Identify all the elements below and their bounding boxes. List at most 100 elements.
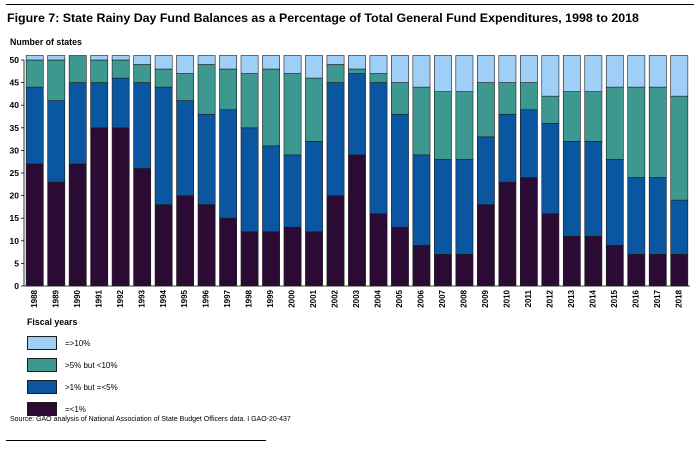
bar-segment	[648, 254, 667, 287]
x-tick-label: 1995	[180, 289, 189, 307]
bar-segment	[648, 86, 667, 178]
bar-segment	[283, 154, 302, 228]
bar-segment	[305, 141, 323, 233]
x-tick-label: 1994	[159, 289, 168, 307]
bar-segment	[562, 55, 581, 92]
bar-segment	[670, 55, 689, 97]
y-tick-label: 40	[10, 100, 20, 110]
bar-segment	[412, 86, 431, 156]
bar-segment	[68, 163, 87, 287]
x-tick-label: 1999	[266, 289, 275, 307]
bar-segment	[498, 181, 517, 287]
bar-segment	[627, 177, 646, 255]
y-tick-label: 20	[10, 191, 20, 201]
x-tick-label: 1988	[30, 289, 39, 307]
x-tick-label: 2018	[674, 289, 683, 307]
bar-segment	[176, 73, 195, 101]
bar-segment	[305, 231, 323, 287]
bar-segment	[670, 95, 689, 201]
bar-segment	[25, 86, 44, 165]
bar-segment	[627, 86, 646, 178]
bar-segment	[90, 127, 109, 287]
x-tick-label: 2001	[309, 289, 318, 307]
bar-segment	[627, 254, 646, 287]
x-tick-label: 1991	[94, 289, 103, 307]
bar-segment	[391, 55, 409, 83]
legend-item-under-1: =<1%	[27, 402, 118, 416]
bar-segment	[326, 195, 345, 287]
bar-segment	[455, 91, 474, 160]
bar-segment	[562, 141, 581, 237]
bar-segment	[47, 59, 66, 101]
bar-segment	[498, 82, 517, 115]
legend-label: >1% but =<5%	[65, 382, 118, 392]
bar-segment	[154, 55, 173, 70]
y-tick-label: 35	[10, 123, 20, 133]
bar-segment	[562, 91, 581, 142]
legend-item-5-to-10: >5% but <10%	[27, 358, 118, 372]
bar-segment	[412, 55, 431, 88]
x-tick-label: 2011	[524, 289, 533, 307]
x-tick-label: 2006	[417, 289, 426, 307]
bar-segment	[369, 213, 388, 287]
bar-segment	[648, 55, 667, 88]
bar-segment	[498, 55, 517, 83]
y-tick-label: 45	[10, 78, 20, 88]
x-tick-label: 1996	[202, 289, 211, 307]
bar-segment	[90, 59, 109, 83]
bar-segment	[25, 59, 44, 88]
bar-segment	[133, 55, 152, 65]
bar-segment	[541, 55, 560, 97]
bar-segment	[111, 55, 130, 61]
x-tick-label: 1993	[137, 289, 146, 307]
bar-segment	[154, 204, 173, 287]
bar-segment	[326, 82, 345, 196]
x-tick-label: 1989	[51, 289, 60, 307]
legend-item-1-to-5: >1% but =<5%	[27, 380, 118, 394]
bar-segment	[391, 113, 409, 228]
bar-segment	[541, 213, 560, 287]
bar-segment	[434, 159, 452, 255]
bar-segment	[262, 55, 280, 70]
bar-segment	[412, 245, 431, 287]
y-axis-label: Number of states	[10, 37, 82, 47]
bar-segment	[348, 68, 366, 74]
bar-segment	[240, 127, 259, 233]
y-tick-label: 5	[14, 258, 19, 268]
x-tick-label: 1998	[245, 289, 254, 307]
bar-segment	[240, 55, 259, 74]
figure-title: Figure 7: State Rainy Day Fund Balances …	[7, 11, 639, 25]
y-tick-label: 25	[10, 168, 20, 178]
bar-segment	[68, 55, 87, 83]
stacked-bar-chart: 0 5 10 15 20 25 30 35 40 45 50 1988 1989 1990 1991 1992…	[10, 55, 690, 308]
legend-label: =>10%	[65, 338, 91, 348]
bar-segment	[477, 204, 495, 287]
bar-segment	[605, 86, 624, 160]
bar-segment	[262, 231, 280, 287]
bar-segment	[670, 199, 689, 255]
bar-segment	[541, 122, 560, 214]
bar-segment	[348, 73, 366, 156]
bar-segment	[133, 168, 152, 287]
y-tick-label: 15	[10, 213, 20, 223]
y-tick-label: 30	[10, 145, 20, 155]
bar-segment	[605, 245, 624, 287]
bar-segment	[412, 154, 431, 246]
bar-segment	[519, 82, 538, 111]
bar-segment	[90, 55, 109, 61]
y-tick-label: 50	[10, 55, 20, 65]
bar-segment	[477, 55, 495, 83]
legend: =>10% >5% but <10% >1% but =<5% =<1%	[27, 336, 118, 424]
bar-segment	[111, 77, 130, 129]
bottom-rule	[6, 440, 266, 441]
x-tick-label: 2007	[438, 289, 447, 307]
bar-segment	[541, 95, 560, 124]
x-tick-label: 1990	[73, 289, 82, 307]
top-rule	[6, 4, 694, 5]
bar-segment	[219, 217, 237, 287]
x-tick-label: 2003	[352, 289, 361, 307]
bar-segment	[154, 86, 173, 205]
bar-segment	[326, 64, 345, 83]
bar-segment	[240, 231, 259, 287]
bar-segment	[562, 235, 581, 287]
